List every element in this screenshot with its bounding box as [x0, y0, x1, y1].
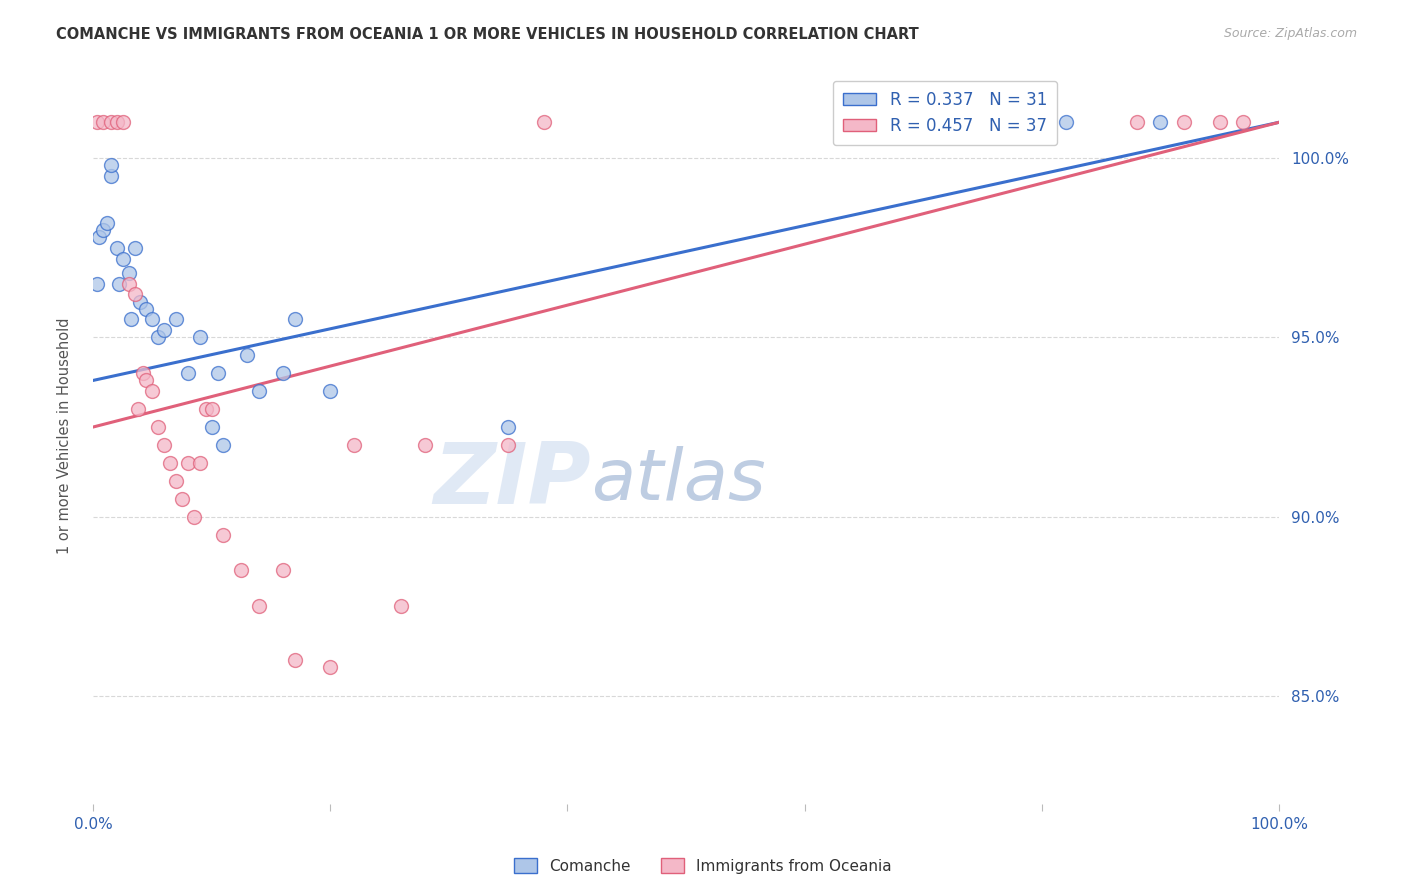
Point [177, 366, 200, 380]
Point [1149, 115, 1171, 129]
Point [212, 438, 235, 452]
Point [120, 312, 142, 326]
Point [100, 158, 122, 172]
Point [201, 420, 224, 434]
Point [111, 252, 134, 266]
Point [496, 438, 519, 452]
Point [159, 456, 181, 470]
Point [105, 241, 128, 255]
Text: atlas: atlas [591, 446, 766, 515]
Point [1031, 115, 1053, 129]
Point [165, 312, 187, 326]
Point [100, 115, 122, 129]
Point [86, 115, 108, 129]
Point [127, 402, 149, 417]
Point [111, 115, 134, 129]
Point [108, 277, 131, 291]
Point [117, 277, 139, 291]
Point [170, 491, 193, 506]
Point [148, 330, 170, 344]
Legend: Comanche, Immigrants from Oceania: Comanche, Immigrants from Oceania [508, 852, 898, 880]
Point [91, 115, 114, 129]
Point [207, 366, 229, 380]
Point [212, 527, 235, 541]
Point [177, 456, 200, 470]
Point [389, 599, 412, 614]
Point [86, 277, 108, 291]
Point [1054, 115, 1077, 129]
Point [153, 438, 176, 452]
Point [533, 115, 555, 129]
Point [201, 402, 224, 417]
Point [271, 366, 294, 380]
Point [1173, 115, 1195, 129]
Point [236, 348, 259, 362]
Point [129, 294, 152, 309]
Point [271, 564, 294, 578]
Point [87, 230, 110, 244]
Point [124, 287, 146, 301]
Text: COMANCHE VS IMMIGRANTS FROM OCEANIA 1 OR MORE VEHICLES IN HOUSEHOLD CORRELATION : COMANCHE VS IMMIGRANTS FROM OCEANIA 1 OR… [56, 27, 920, 42]
Point [135, 374, 157, 388]
Point [194, 402, 217, 417]
Point [96, 216, 118, 230]
Point [247, 384, 270, 399]
Point [188, 330, 211, 344]
Point [153, 323, 176, 337]
Point [319, 660, 342, 674]
Text: ZIP: ZIP [433, 439, 591, 522]
Point [141, 312, 163, 326]
Point [141, 384, 163, 399]
Point [135, 301, 157, 316]
Point [284, 312, 307, 326]
Point [183, 509, 205, 524]
Point [117, 266, 139, 280]
Point [100, 169, 122, 183]
Point [247, 599, 270, 614]
Point [231, 564, 253, 578]
Point [132, 366, 155, 380]
Point [91, 223, 114, 237]
Text: Source: ZipAtlas.com: Source: ZipAtlas.com [1223, 27, 1357, 40]
Point [1125, 115, 1147, 129]
Point [496, 420, 519, 434]
Point [148, 420, 170, 434]
Y-axis label: 1 or more Vehicles in Household: 1 or more Vehicles in Household [58, 318, 72, 554]
Point [319, 384, 342, 399]
Point [1209, 115, 1232, 129]
Point [124, 241, 146, 255]
Legend: R = 0.337   N = 31, R = 0.457   N = 37: R = 0.337 N = 31, R = 0.457 N = 37 [834, 80, 1057, 145]
Point [343, 438, 366, 452]
Point [284, 653, 307, 667]
Point [105, 115, 128, 129]
Point [413, 438, 436, 452]
Point [1232, 115, 1254, 129]
Point [188, 456, 211, 470]
Point [165, 474, 187, 488]
